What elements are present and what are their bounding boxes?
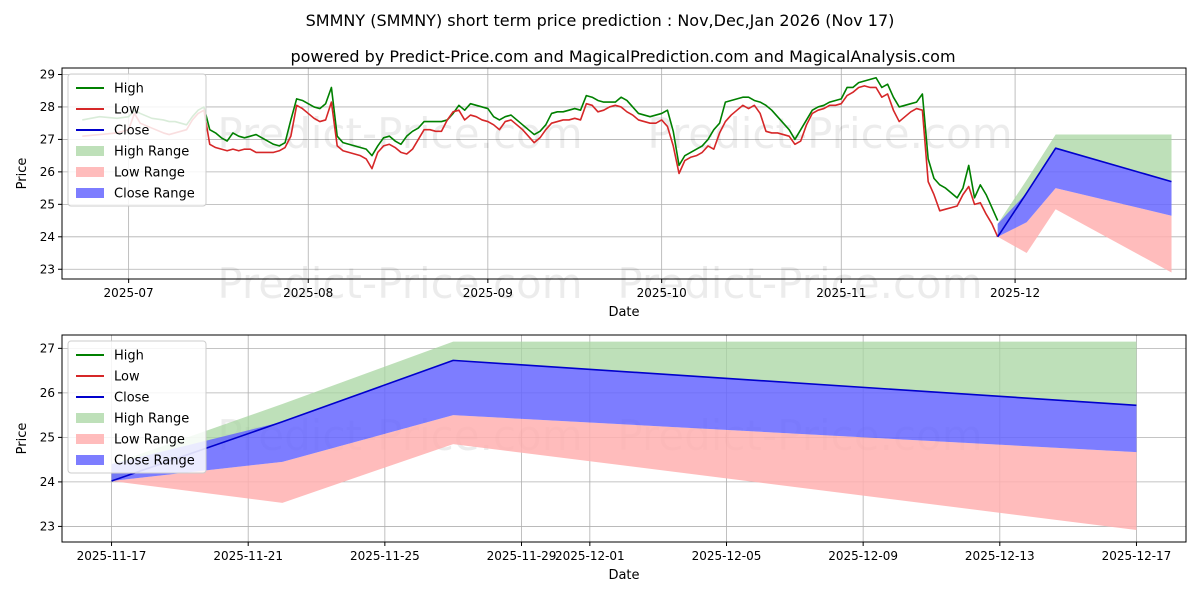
high-line: [82, 76, 999, 221]
chart-title: SMMNY (SMMNY) short term price predictio…: [306, 11, 895, 30]
x-tick-label: 2025-12-13: [965, 549, 1035, 563]
x-tick-label: 2025-12-09: [828, 549, 898, 563]
y-axis-label: Price: [15, 158, 30, 190]
high-range-area: [111, 341, 1137, 482]
y-tick-label: 23: [40, 262, 55, 276]
legend-label: High Range: [114, 145, 189, 160]
legend-label: High Range: [114, 412, 189, 427]
legend-label: High: [114, 349, 144, 364]
close-line: [997, 147, 1172, 238]
y-tick-label: 24: [40, 475, 55, 489]
close-range-area: [111, 360, 1137, 482]
watermark-text: Predict-Price.com: [647, 109, 1012, 158]
x-tick-label: 2025-09: [463, 286, 513, 300]
x-tick-label: 2025-07: [104, 286, 154, 300]
legend-label: Close: [114, 124, 149, 139]
y-tick-label: 28: [40, 100, 55, 114]
x-tick-label: 2025-12-17: [1102, 549, 1172, 563]
legend-label: Close Range: [114, 454, 195, 469]
x-tick-label: 2025-11-17: [77, 549, 147, 563]
legend-label: Low: [114, 103, 140, 118]
y-tick-label: 23: [40, 519, 55, 533]
legend-swatch: [76, 146, 104, 156]
y-tick-label: 29: [40, 67, 55, 81]
legend-swatch: [76, 188, 104, 198]
legend-swatch: [76, 455, 104, 465]
high-range-area: [997, 134, 1172, 237]
x-axis-label: Date: [608, 568, 639, 583]
legend-label: Close Range: [114, 187, 195, 202]
low-line: [82, 85, 999, 238]
x-tick-label: 2025-12-01: [555, 549, 625, 563]
y-tick-label: 26: [40, 386, 55, 400]
y-tick-label: 26: [40, 165, 55, 179]
y-tick-label: 24: [40, 230, 55, 244]
x-tick-label: 2025-12-05: [692, 549, 762, 563]
legend: High Low Close High Range Low Range Close Ran…: [67, 73, 207, 207]
watermark-text: Predict-Price.com: [217, 109, 582, 158]
watermark-text: Predict-Price.com: [217, 259, 582, 308]
close-range-area: [997, 148, 1172, 237]
legend-label: Low Range: [114, 433, 185, 448]
chart-subtitle: powered by Predict-Price.com and Magical…: [290, 47, 955, 66]
y-tick-label: 27: [40, 132, 55, 146]
low-range-area: [997, 188, 1172, 273]
legend-label: High: [114, 82, 144, 97]
y-axis-label: Price: [15, 423, 30, 455]
x-tick-label: 2025-11-21: [213, 549, 283, 563]
watermark-text: Predict-Price.com: [617, 259, 982, 308]
legend-swatch: [76, 167, 104, 177]
y-tick-label: 27: [40, 341, 55, 355]
low-range-area: [111, 415, 1137, 530]
legend-label: Low: [114, 370, 140, 385]
x-tick-label: 2025-11-25: [350, 549, 420, 563]
x-tick-label: 2025-11: [816, 286, 866, 300]
y-tick-label: 25: [40, 430, 55, 444]
x-axis-label: Date: [608, 305, 639, 320]
y-tick-label: 25: [40, 197, 55, 211]
legend-swatch: [76, 413, 104, 423]
legend-label: Close: [114, 391, 149, 406]
axes-frame: [61, 334, 1187, 543]
legend-swatch: [76, 434, 104, 444]
x-tick-label: 2025-11-29: [487, 549, 557, 563]
x-tick-label: 2025-08: [283, 286, 333, 300]
axes-frame: [61, 67, 1187, 280]
x-tick-label: 2025-10: [637, 286, 687, 300]
bottom-panel: Predict-Price.comPredict-Price.com232425…: [15, 334, 1187, 583]
top-panel: Predict-Price.com Predict-Price.com Predic…: [15, 67, 1187, 320]
x-tick-label: 2025-12: [990, 286, 1040, 300]
legend: High Low Close High Range Low Range Close Ran…: [67, 340, 207, 474]
legend-label: Low Range: [114, 166, 185, 181]
